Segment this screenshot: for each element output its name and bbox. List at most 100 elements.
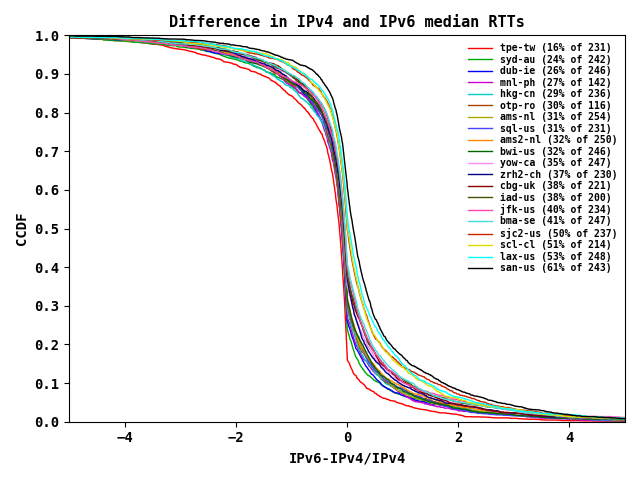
ams-nl (31% of 254): [319, 112, 326, 118]
bma-se (41% of 247): [319, 102, 326, 108]
tpe-tw (16% of 231): [631, 419, 639, 424]
sjc2-us (50% of 237): [631, 416, 639, 422]
ams2-nl (32% of 250): [38, 34, 45, 40]
jfk-us (40% of 234): [335, 164, 342, 169]
Line: sql-us (31% of 231): sql-us (31% of 231): [42, 37, 640, 421]
lax-us (53% of 248): [69, 34, 77, 40]
lax-us (53% of 248): [335, 133, 342, 139]
jfk-us (40% of 234): [69, 34, 77, 40]
iad-us (38% of 200): [609, 416, 617, 422]
yow-ca (35% of 247): [519, 411, 527, 417]
ams-nl (31% of 254): [69, 35, 77, 40]
sql-us (31% of 231): [69, 35, 77, 40]
Line: scl-cl (51% of 214): scl-cl (51% of 214): [42, 36, 640, 420]
Legend: tpe-tw (16% of 231), syd-au (24% of 242), dub-ie (26% of 246), mnl-ph (27% of 14: tpe-tw (16% of 231), syd-au (24% of 242)…: [465, 40, 620, 276]
scl-cl (51% of 214): [631, 416, 639, 422]
tpe-tw (16% of 231): [38, 34, 45, 39]
zrh2-ch (37% of 230): [631, 417, 639, 422]
zrh2-ch (37% of 230): [319, 111, 326, 117]
bma-se (41% of 247): [38, 34, 45, 39]
zrh2-ch (37% of 230): [519, 411, 527, 417]
bwi-us (32% of 246): [631, 417, 639, 422]
san-us (61% of 243): [631, 416, 639, 422]
iad-us (38% of 200): [632, 416, 639, 422]
tpe-tw (16% of 231): [519, 416, 527, 422]
Line: lax-us (53% of 248): lax-us (53% of 248): [42, 37, 640, 419]
yow-ca (35% of 247): [631, 417, 639, 422]
dub-ie (26% of 246): [631, 417, 639, 423]
san-us (61% of 243): [519, 405, 527, 410]
otp-ro (30% of 116): [519, 411, 527, 417]
otp-ro (30% of 116): [38, 34, 45, 39]
bwi-us (32% of 246): [319, 111, 326, 117]
dub-ie (26% of 246): [519, 412, 527, 418]
sql-us (31% of 231): [335, 183, 342, 189]
tpe-tw (16% of 231): [631, 419, 639, 424]
hkg-cn (29% of 236): [631, 418, 639, 423]
iad-us (38% of 200): [69, 35, 77, 40]
iad-us (38% of 200): [319, 110, 326, 116]
otp-ro (30% of 116): [631, 417, 639, 422]
lax-us (53% of 248): [319, 88, 326, 94]
syd-au (24% of 242): [631, 418, 639, 424]
cbg-uk (38% of 221): [319, 103, 326, 108]
san-us (61% of 243): [335, 121, 342, 127]
sjc2-us (50% of 237): [319, 92, 326, 98]
cbg-uk (38% of 221): [631, 416, 639, 422]
cbg-uk (38% of 221): [519, 411, 527, 417]
san-us (61% of 243): [69, 33, 77, 39]
sjc2-us (50% of 237): [519, 407, 527, 413]
hkg-cn (29% of 236): [38, 33, 45, 39]
bma-se (41% of 247): [335, 162, 342, 168]
scl-cl (51% of 214): [631, 416, 639, 422]
mnl-ph (27% of 142): [69, 35, 77, 40]
zrh2-ch (37% of 230): [69, 34, 77, 39]
otp-ro (30% of 116): [631, 417, 639, 422]
sql-us (31% of 231): [38, 34, 45, 40]
Line: hkg-cn (29% of 236): hkg-cn (29% of 236): [42, 36, 640, 421]
mnl-ph (27% of 142): [519, 413, 527, 419]
Line: zrh2-ch (37% of 230): zrh2-ch (37% of 230): [42, 36, 640, 420]
Line: sjc2-us (50% of 237): sjc2-us (50% of 237): [42, 36, 640, 420]
dub-ie (26% of 246): [38, 34, 45, 39]
Line: iad-us (38% of 200): iad-us (38% of 200): [42, 37, 640, 419]
mnl-ph (27% of 142): [335, 197, 342, 203]
lax-us (53% of 248): [631, 416, 639, 421]
sjc2-us (50% of 237): [38, 34, 45, 39]
dub-ie (26% of 246): [335, 198, 342, 204]
ams2-nl (32% of 250): [319, 111, 326, 117]
hkg-cn (29% of 236): [335, 191, 342, 196]
iad-us (38% of 200): [631, 416, 639, 422]
cbg-uk (38% of 221): [69, 35, 77, 41]
ams-nl (31% of 254): [38, 34, 45, 39]
sjc2-us (50% of 237): [631, 416, 639, 422]
zrh2-ch (37% of 230): [38, 33, 45, 39]
yow-ca (35% of 247): [335, 178, 342, 184]
hkg-cn (29% of 236): [519, 413, 527, 419]
sql-us (31% of 231): [519, 413, 527, 419]
otp-ro (30% of 116): [335, 194, 342, 200]
ams-nl (31% of 254): [335, 183, 342, 189]
lax-us (53% of 248): [519, 408, 527, 414]
syd-au (24% of 242): [319, 120, 326, 126]
bwi-us (32% of 246): [631, 417, 639, 422]
cbg-uk (38% of 221): [631, 416, 639, 422]
bma-se (41% of 247): [631, 416, 639, 422]
scl-cl (51% of 214): [319, 92, 326, 98]
sql-us (31% of 231): [631, 418, 639, 423]
mnl-ph (27% of 142): [38, 34, 45, 40]
sql-us (31% of 231): [631, 418, 639, 423]
jfk-us (40% of 234): [519, 408, 527, 414]
Line: mnl-ph (27% of 142): mnl-ph (27% of 142): [42, 37, 640, 421]
Line: bwi-us (32% of 246): bwi-us (32% of 246): [42, 36, 640, 420]
Line: ams-nl (31% of 254): ams-nl (31% of 254): [42, 36, 640, 421]
ams-nl (31% of 254): [631, 418, 639, 423]
zrh2-ch (37% of 230): [631, 417, 639, 422]
Line: bma-se (41% of 247): bma-se (41% of 247): [42, 36, 640, 420]
ams2-nl (32% of 250): [519, 411, 527, 417]
Line: san-us (61% of 243): san-us (61% of 243): [42, 36, 640, 420]
syd-au (24% of 242): [69, 35, 77, 41]
iad-us (38% of 200): [519, 408, 527, 414]
lax-us (53% of 248): [631, 416, 639, 421]
jfk-us (40% of 234): [319, 106, 326, 112]
